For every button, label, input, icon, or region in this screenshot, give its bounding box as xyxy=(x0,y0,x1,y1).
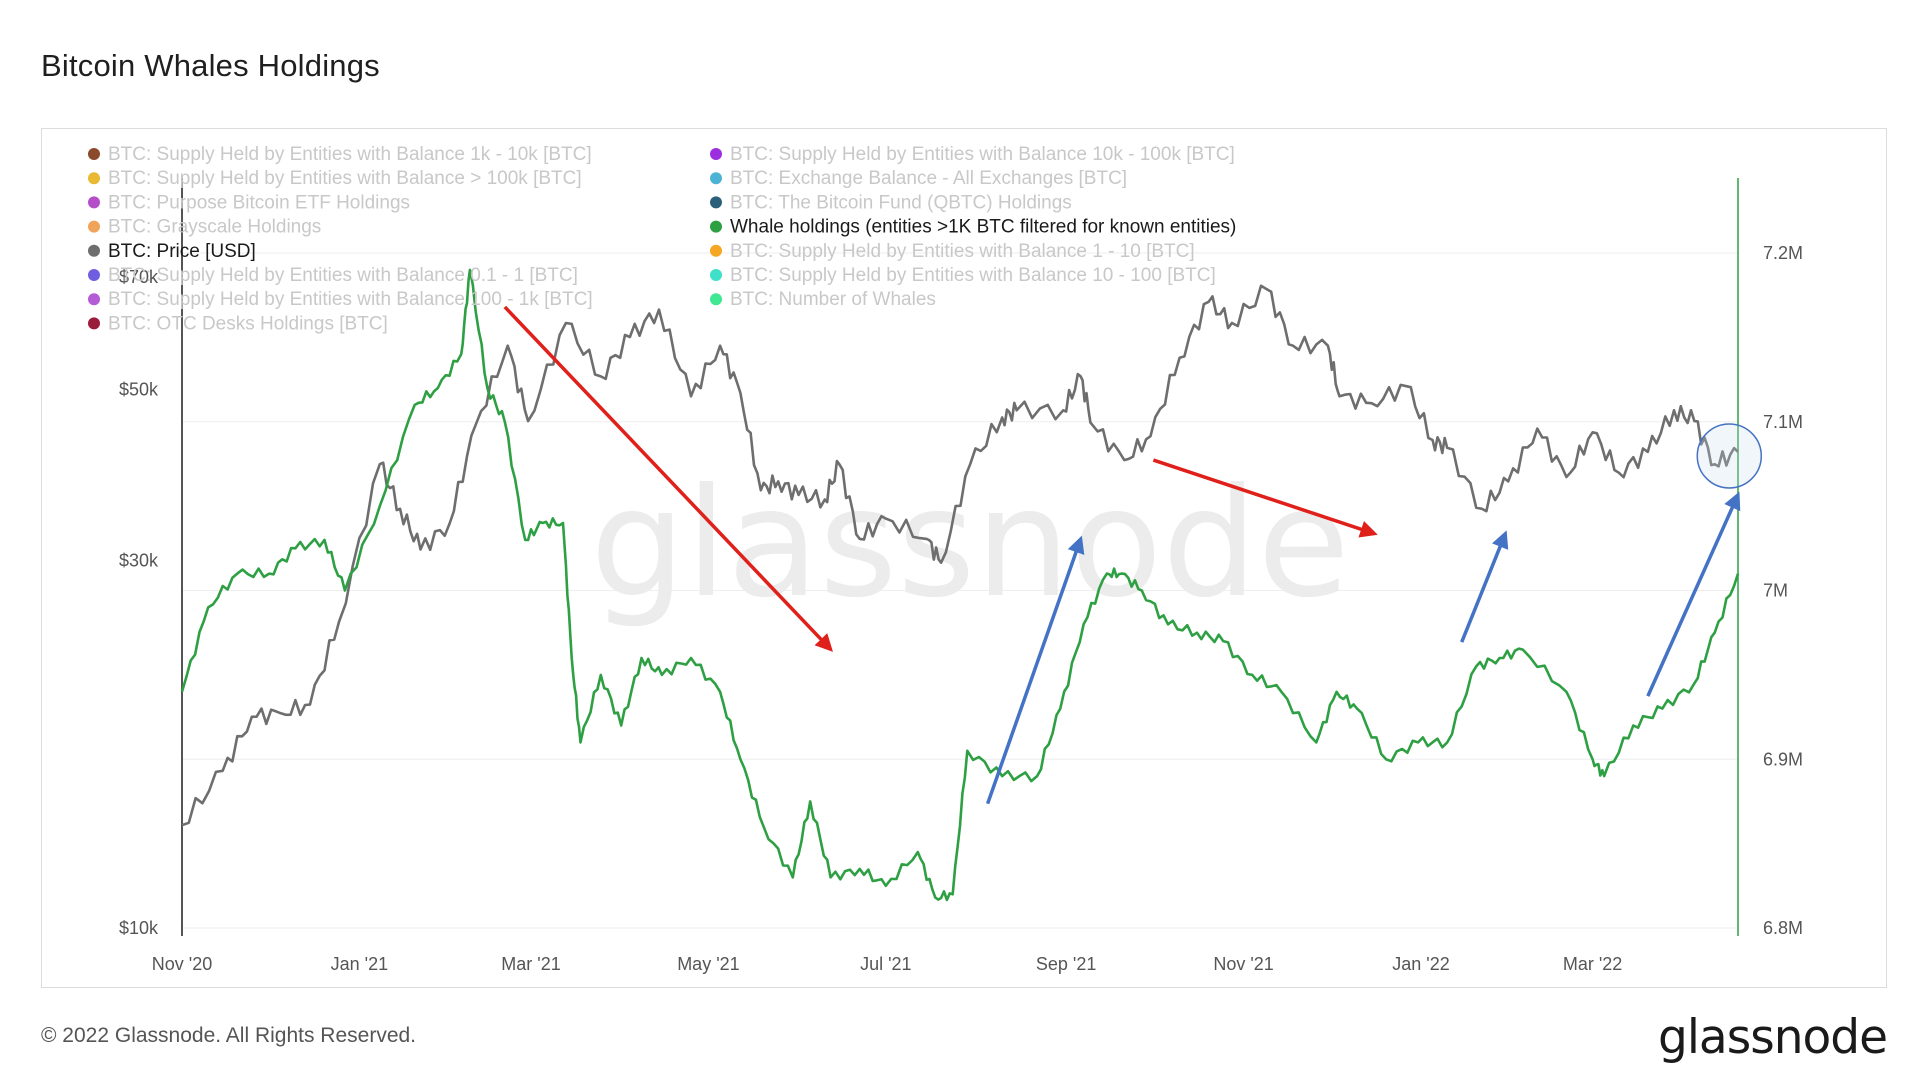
legend-item: BTC: Supply Held by Entities with Balanc… xyxy=(88,265,578,286)
legend-swatch xyxy=(88,172,100,185)
legend-item: BTC: Purpose Bitcoin ETF Holdings xyxy=(88,192,410,213)
whale-holdings-line xyxy=(180,268,1740,902)
x-tick-label: May '21 xyxy=(677,954,739,974)
y-right-tick-label: 7M xyxy=(1763,581,1788,601)
blue-trend-arrow xyxy=(1646,491,1741,697)
legend-item: BTC: Grayscale Holdings xyxy=(88,217,321,238)
y-left-tick-label: $70k xyxy=(119,267,159,287)
legend-label: Whale holdings (entities >1K BTC filtere… xyxy=(730,217,1236,238)
legend-swatch xyxy=(88,148,100,160)
legend-item: Whale holdings (entities >1K BTC filtere… xyxy=(710,217,1236,238)
legend-swatch xyxy=(88,317,100,330)
legend-label: BTC: Supply Held by Entities with Balanc… xyxy=(108,144,592,165)
x-tick-label: Mar '21 xyxy=(501,954,560,974)
highlight-circle xyxy=(1696,423,1763,489)
y-left-tick-label: $30k xyxy=(119,550,159,570)
chart-svg: glassnode $10k $30k $50k $70k 6.8M 6.9M 7M 7.1M… xyxy=(88,144,1803,974)
legend-label: BTC: Purpose Bitcoin ETF Holdings xyxy=(108,192,410,213)
legend-label: BTC: Price [USD] xyxy=(108,241,256,262)
legend-swatch xyxy=(88,244,100,257)
red-trend-arrow xyxy=(1152,458,1378,538)
y-right-tick-label: 6.8M xyxy=(1763,918,1803,938)
x-tick-label: Nov '20 xyxy=(152,954,212,974)
legend-item: BTC: The Bitcoin Fund (QBTC) Holdings xyxy=(710,192,1072,213)
legend-label: BTC: Grayscale Holdings xyxy=(108,217,321,238)
legend-item: BTC: Supply Held by Entities with Balanc… xyxy=(88,144,592,165)
watermark-text: glassnode xyxy=(590,457,1349,631)
grid xyxy=(182,252,1738,929)
legend: BTC: Supply Held by Entities with Balanc… xyxy=(88,144,1236,334)
legend-swatch xyxy=(710,269,722,281)
legend-label: BTC: The Bitcoin Fund (QBTC) Holdings xyxy=(730,192,1072,213)
legend-item: BTC: Supply Held by Entities with Balanc… xyxy=(710,144,1235,165)
legend-swatch xyxy=(88,293,100,306)
legend-item: BTC: Price [USD] xyxy=(88,241,256,262)
legend-label: BTC: Supply Held by Entities with Balanc… xyxy=(108,289,593,310)
red-trend-arrow xyxy=(503,305,833,652)
x-tick-label: Sep '21 xyxy=(1036,954,1097,974)
legend-swatch xyxy=(710,172,722,185)
legend-swatch xyxy=(88,196,100,209)
legend-swatch xyxy=(710,244,722,257)
x-tick-label: Jan '21 xyxy=(331,954,388,974)
legend-swatch xyxy=(710,148,722,160)
copyright-footer: © 2022 Glassnode. All Rights Reserved. xyxy=(41,1024,417,1047)
legend-label: BTC: Supply Held by Entities with Balanc… xyxy=(730,241,1195,262)
blue-trend-arrow xyxy=(985,535,1085,805)
legend-label: BTC: Supply Held by Entities with Balanc… xyxy=(108,265,578,286)
legend-item: BTC: Number of Whales xyxy=(710,289,936,310)
tick-labels: $10k $30k $50k $70k 6.8M 6.9M 7M 7.1M 7.2M Nov '2… xyxy=(119,243,1803,974)
legend-item: BTC: Supply Held by Entities with Balanc… xyxy=(88,168,582,189)
legend-label: BTC: Number of Whales xyxy=(730,289,936,310)
x-tick-label: Jul '21 xyxy=(860,954,911,974)
chart-panel xyxy=(41,128,1887,988)
legend-label: BTC: Exchange Balance - All Exchanges [B… xyxy=(730,168,1127,189)
price-line xyxy=(181,284,1739,827)
legend-item: BTC: Supply Held by Entities with Balanc… xyxy=(710,241,1195,262)
x-tick-label: Jan '22 xyxy=(1392,954,1449,974)
y-right-tick-label: 7.1M xyxy=(1763,412,1803,432)
x-tick-label: Mar '22 xyxy=(1563,954,1622,974)
series-lines xyxy=(180,268,1740,902)
legend-swatch xyxy=(88,269,100,281)
legend-item: BTC: Supply Held by Entities with Balanc… xyxy=(88,289,593,310)
legend-item: BTC: Exchange Balance - All Exchanges [B… xyxy=(710,168,1127,189)
y-left-tick-label: $50k xyxy=(119,380,159,400)
annotations xyxy=(503,305,1763,805)
page-title: Bitcoin Whales Holdings xyxy=(41,48,380,83)
legend-swatch xyxy=(710,196,722,209)
legend-label: BTC: Supply Held by Entities with Balanc… xyxy=(108,168,582,189)
glassnode-logo: glassnode xyxy=(1658,1010,1888,1065)
axes xyxy=(181,178,1739,936)
legend-swatch xyxy=(710,293,722,306)
legend-label: BTC: Supply Held by Entities with Balanc… xyxy=(730,144,1235,165)
legend-swatch xyxy=(88,220,100,233)
legend-swatch xyxy=(710,220,722,233)
x-tick-label: Nov '21 xyxy=(1213,954,1273,974)
legend-label: BTC: OTC Desks Holdings [BTC] xyxy=(108,313,388,334)
blue-trend-arrow xyxy=(1460,530,1509,643)
y-right-tick-label: 7.2M xyxy=(1763,243,1803,263)
legend-item: BTC: OTC Desks Holdings [BTC] xyxy=(88,313,388,334)
legend-label: BTC: Supply Held by Entities with Balanc… xyxy=(730,265,1216,286)
y-left-tick-label: $10k xyxy=(119,918,159,938)
y-right-tick-label: 6.9M xyxy=(1763,749,1803,769)
legend-item: BTC: Supply Held by Entities with Balanc… xyxy=(710,265,1216,286)
